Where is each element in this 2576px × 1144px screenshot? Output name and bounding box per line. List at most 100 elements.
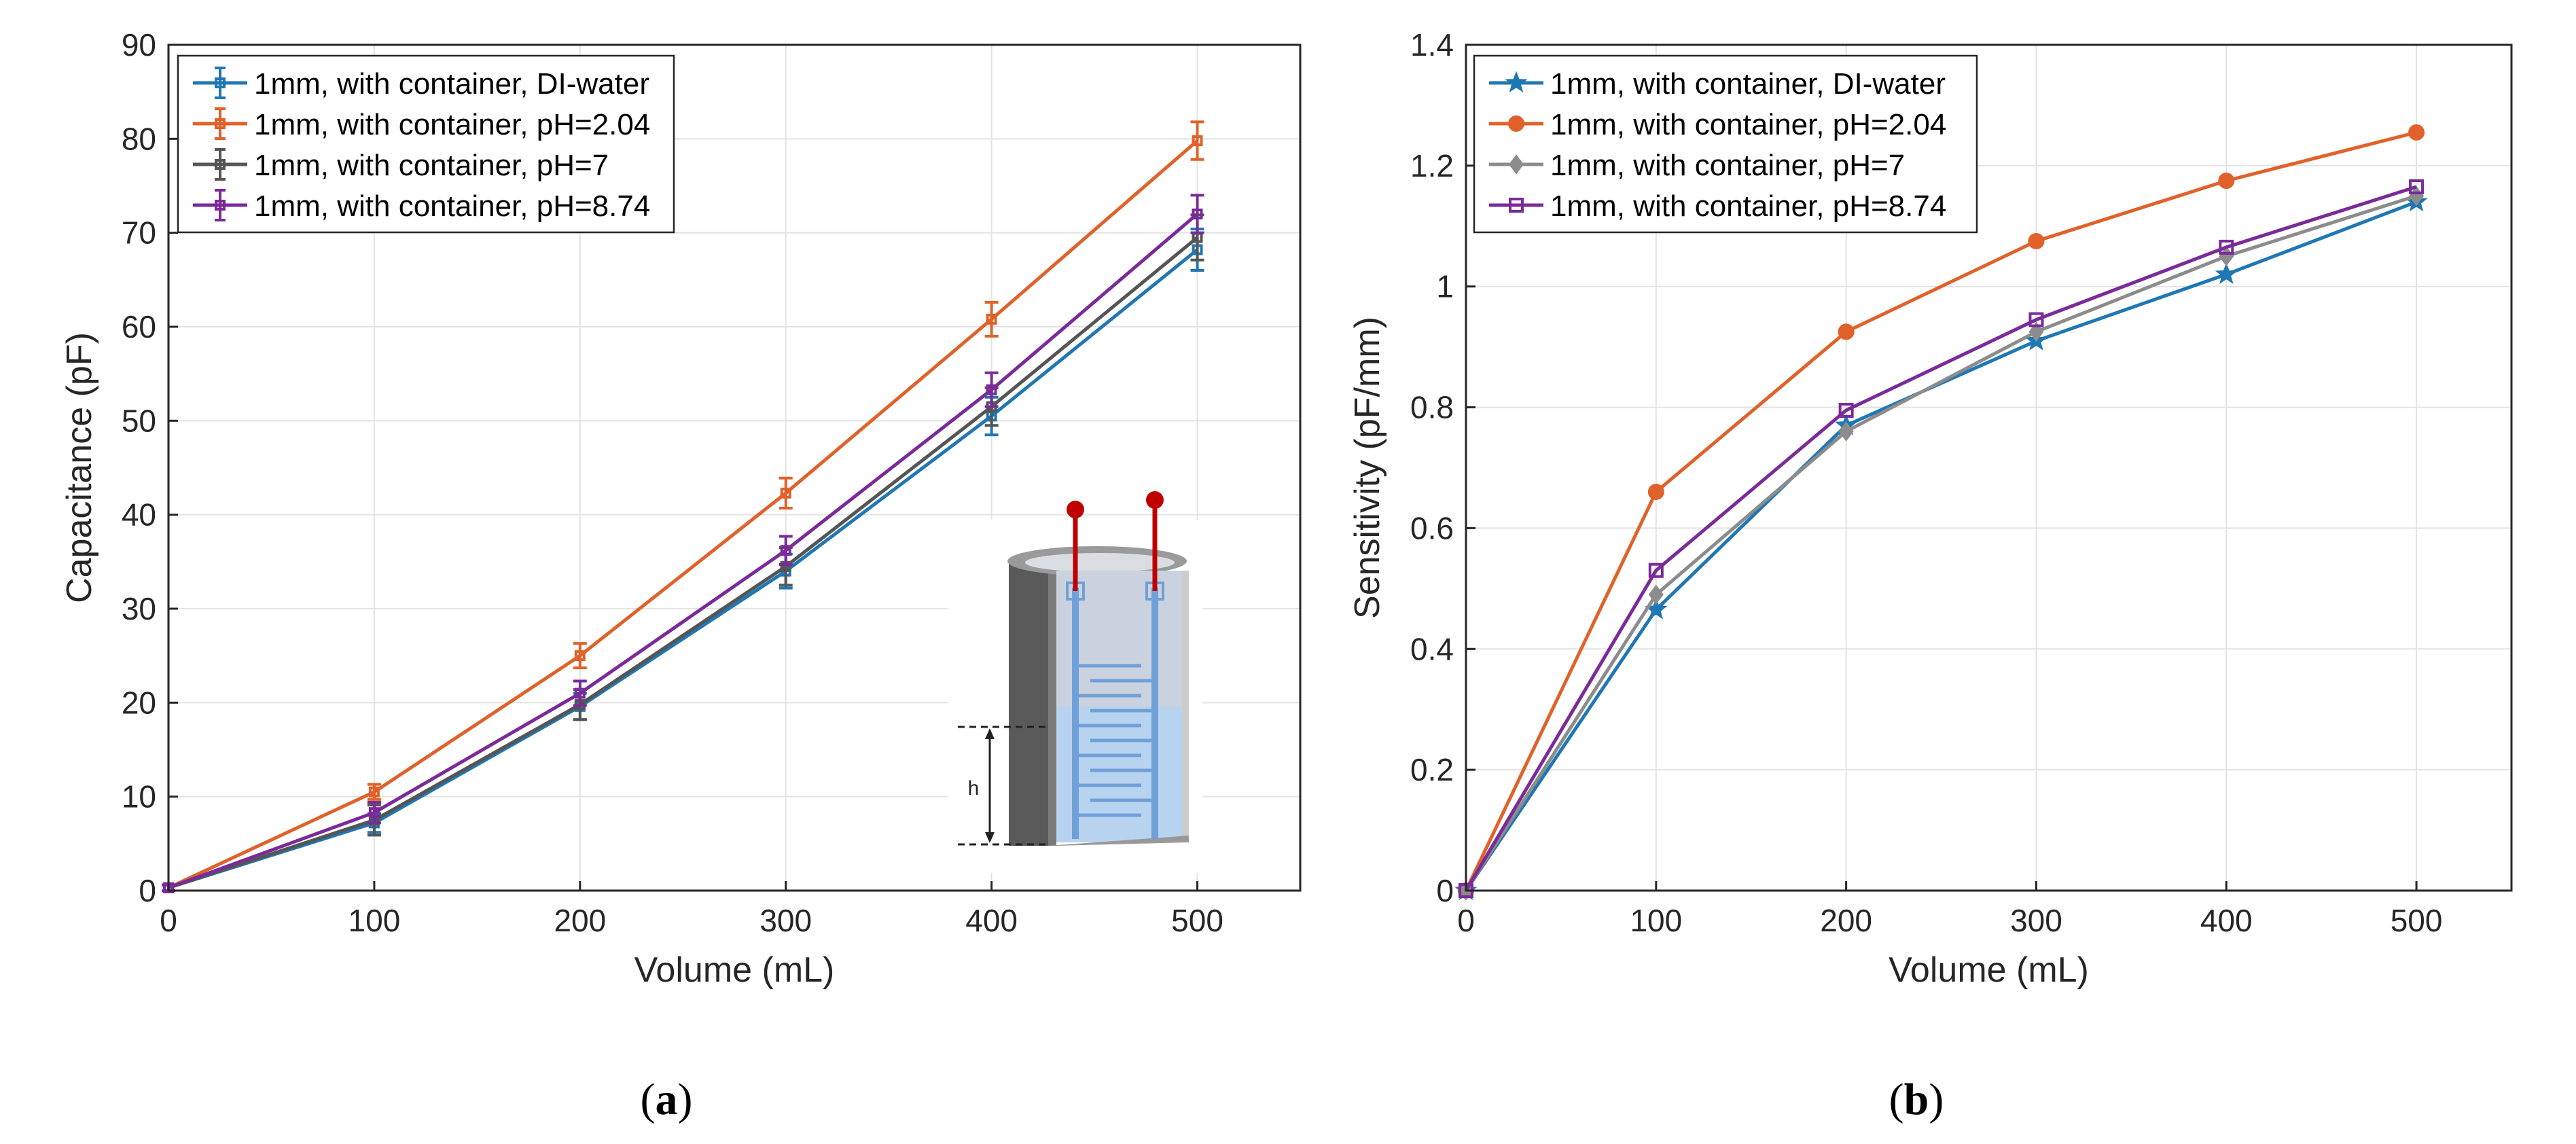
electrode-left [1072,588,1079,839]
data-point [1838,323,1855,340]
legend-label: 1mm, with container, pH=8.74 [1550,190,1946,223]
panel-label-close-paren: ) [678,1075,693,1124]
series-2 [1459,185,2425,901]
panel-label-a: (a) [641,1075,693,1124]
data-point [2028,312,2044,327]
legend-marker [215,200,226,211]
container-right-wall [1182,571,1189,842]
y-tick-label: 0.8 [1410,390,1454,425]
panel-label-open-paren: ( [641,1075,656,1124]
data-point [1648,584,1664,605]
y-tick-label: 0.6 [1410,510,1454,546]
legend-marker [215,159,226,170]
legend-label: 1mm, with container, pH=7 [1550,149,1905,182]
data-point [780,545,791,556]
legend-entry: 1mm, with container, pH=2.04 [193,107,650,141]
x-tick-label: 100 [348,903,401,938]
y-tick-label: 20 [122,685,156,720]
y-tick-label: 80 [122,121,156,156]
y-tick-label: 60 [122,309,156,344]
series-layer [162,120,1204,893]
panel-label-letter: a [656,1075,678,1124]
data-point [2409,179,2425,194]
height-arrowhead-top [985,728,995,739]
data-point [1647,484,1664,501]
y-tick-label: 1.4 [1410,27,1454,62]
panel-label-b: (b) [1889,1075,1944,1124]
x-tick-label: 0 [160,903,177,938]
x-tick-label: 300 [2010,903,2062,938]
y-tick-label: 0.2 [1410,752,1454,787]
y-tick-label: 1.2 [1410,148,1454,183]
legend-label: 1mm, with container, DI-water [254,67,649,101]
legend-marker [1509,154,1524,175]
data-point [2219,239,2234,255]
height-arrowhead-bottom [985,832,995,843]
y-tick-label: 50 [122,403,156,438]
legend-label: 1mm, with container, pH=2.04 [254,108,650,141]
series-line [167,139,1199,890]
panel-b-sensitivity-chart: 0 100 200 300 400 500 0 0.2 0.4 0.6 0.8 1 1.2 1.4 Vol… [1348,27,2513,1124]
x-tick-label: 200 [1820,903,1872,938]
legend-marker [1509,198,1524,213]
legend-label: 1mm, with container, pH=7 [254,149,609,182]
plot-frame [1465,43,2513,892]
series-3 [162,194,1204,893]
y-tick-label: 1 [1436,269,1454,304]
legend-entry: 1mm, with container, pH=7 [193,148,609,182]
inset-container-diagram: h [948,491,1202,873]
x-axis-label: Volume (mL) [1889,950,2089,990]
data-point [574,650,586,662]
y-tick-label: 0 [139,873,156,908]
series-line [1464,200,2417,892]
legend-label: 1mm, with container, DI-water [1550,67,1946,101]
height-label: h [968,777,980,800]
panel-label-close-paren: ) [1929,1075,1944,1124]
data-point [1838,421,1854,442]
legend-marker [215,118,226,129]
data-point [2218,173,2235,190]
y-tick-label: 0 [1436,873,1454,908]
data-point [2028,321,2044,342]
panel-a-capacitance-chart: h 0 100 200 300 400 500 0 10 20 30 40 50 60 70 80 90 Vo… [60,27,1302,1124]
data-point [1838,403,1854,418]
series-layer [1454,124,2428,901]
y-tick-label: 0.4 [1410,631,1454,666]
data-point [1192,135,1203,147]
tick-labels: 0 100 200 300 400 500 0 10 20 30 40 50 60 70 80 90 [122,27,1223,938]
y-tick-label: 90 [122,27,156,62]
probe-right-tip [1146,491,1164,509]
tick-labels: 0 100 200 300 400 500 0 0.2 0.4 0.6 0.8 1 1.2 1.4 [1410,27,2442,938]
data-point [2028,233,2045,250]
data-point [1648,562,1664,578]
data-point [368,786,380,798]
x-tick-label: 400 [2200,903,2253,938]
series-0 [1454,190,2428,901]
y-axis-label: Sensitivity (pF/mm) [1348,317,1387,619]
x-tick-label: 100 [1630,903,1682,938]
x-tick-label: 500 [1171,903,1223,938]
legend-marker [1505,71,1528,93]
x-tick-label: 500 [2391,903,2443,938]
data-point [1192,209,1203,219]
data-point [780,487,791,499]
series-line [1464,130,2417,892]
legend-entry: 1mm, with container, pH=8.74 [1489,190,1946,223]
legend-entry: 1mm, with container, pH=7 [1489,149,1905,182]
legend-entry: 1mm, with container, pH=8.74 [193,189,650,223]
legend-marker [215,77,226,88]
x-tick-label: 400 [965,903,1018,938]
legend-label: 1mm, with container, pH=8.74 [254,190,650,223]
grid [168,44,1300,891]
legend-entry: 1mm, with container, DI-water [193,67,649,101]
legend-entry: 1mm, with container, DI-water [1489,67,1946,101]
x-axis-label: Volume (mL) [634,950,835,990]
container-left-wall [1009,560,1048,846]
container-wall-edge [1048,560,1056,846]
series-line [168,236,1199,890]
data-point [2408,124,2425,141]
legend-label: 1mm, with container, pH=2.04 [1550,108,1946,141]
y-tick-label: 30 [122,591,156,626]
y-tick-label: 10 [122,779,156,815]
